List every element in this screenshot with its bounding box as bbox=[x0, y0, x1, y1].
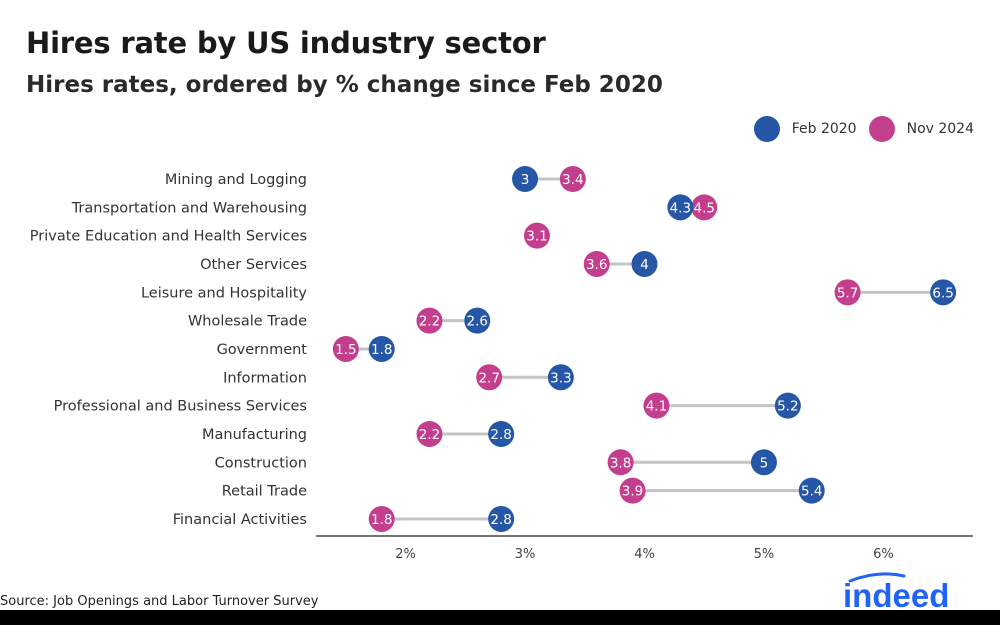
legend-swatch-feb-2020 bbox=[753, 116, 780, 142]
value-label-nov-professional-and-business-services: 4.1 bbox=[646, 399, 667, 415]
value-label-nov-leisure-and-hospitality: 5.7 bbox=[837, 285, 858, 301]
point-feb-professional-and-business-services bbox=[774, 392, 801, 419]
point-feb-leisure-and-hospitality bbox=[930, 279, 957, 306]
x-tick-label: 6% bbox=[873, 547, 894, 562]
point-nov-professional-and-business-services bbox=[643, 392, 670, 419]
value-label-feb-transportation-and-warehousing: 4.3 bbox=[670, 200, 691, 216]
category-label-information: Information bbox=[223, 370, 307, 386]
value-label-nov-retail-trade: 3.9 bbox=[622, 484, 643, 500]
footer-bar bbox=[0, 610, 1000, 625]
legend-swatch-nov-2024 bbox=[868, 116, 895, 142]
point-feb-retail-trade bbox=[798, 477, 825, 504]
value-label-feb-information: 3.3 bbox=[550, 370, 571, 386]
chart-title: Hires rate by US industry sector bbox=[26, 26, 546, 60]
value-label-nov-financial-activities: 1.8 bbox=[371, 512, 392, 528]
legend-item-nov-2024: Nov 2024 bbox=[868, 116, 974, 142]
point-nov-financial-activities bbox=[368, 505, 395, 532]
value-label-nov-government: 1.5 bbox=[335, 342, 356, 358]
point-feb-transportation-and-warehousing bbox=[667, 194, 694, 221]
category-label-financial-activities: Financial Activities bbox=[173, 512, 307, 528]
legend-item-feb-2020: Feb 2020 bbox=[753, 116, 857, 142]
value-label-nov-manufacturing: 2.2 bbox=[419, 427, 440, 443]
value-label-feb-manufacturing: 2.8 bbox=[490, 427, 511, 443]
value-label-nov-information: 2.7 bbox=[478, 370, 499, 386]
x-tick-label: 5% bbox=[754, 547, 775, 562]
category-label-manufacturing: Manufacturing bbox=[202, 427, 307, 443]
value-label-nov-wholesale-trade: 2.2 bbox=[419, 314, 440, 330]
point-nov-transportation-and-warehousing bbox=[691, 194, 718, 221]
category-label-other-services: Other Services bbox=[200, 257, 307, 273]
value-label-feb-construction: 5 bbox=[760, 455, 769, 471]
point-nov-mining-and-logging bbox=[559, 166, 586, 192]
point-nov-leisure-and-hospitality bbox=[834, 279, 861, 306]
point-nov-information bbox=[476, 364, 503, 391]
value-label-nov-private-education-and-health-services: 3.1 bbox=[526, 229, 547, 245]
indeed-logo: indeed bbox=[843, 572, 949, 612]
legend-label-feb-2020: Feb 2020 bbox=[791, 121, 857, 137]
point-nov-construction bbox=[607, 449, 634, 476]
value-label-feb-mining-and-logging: 3 bbox=[521, 172, 530, 188]
category-label-wholesale-trade: Wholesale Trade bbox=[188, 314, 307, 330]
chart-subtitle: Hires rates, ordered by % change since F… bbox=[26, 72, 663, 98]
point-nov-manufacturing bbox=[416, 420, 443, 447]
value-label-nov-mining-and-logging: 3.4 bbox=[562, 172, 583, 188]
category-label-construction: Construction bbox=[215, 455, 307, 471]
dumbbell-chart: 2% 3% 4% 5% 6% Mining and Logging 3.4 3 Transpor… bbox=[30, 166, 973, 562]
value-label-feb-financial-activities: 2.8 bbox=[490, 512, 511, 528]
value-label-nov-transportation-and-warehousing: 4.5 bbox=[693, 200, 714, 216]
category-label-transportation-and-warehousing: Transportation and Warehousing bbox=[71, 200, 307, 216]
point-feb-mining-and-logging bbox=[512, 166, 539, 192]
point-nov-other-services bbox=[583, 250, 610, 277]
value-label-nov-construction: 3.8 bbox=[610, 455, 631, 471]
point-feb-information bbox=[547, 364, 574, 391]
value-label-nov-other-services: 3.6 bbox=[586, 257, 607, 273]
point-feb-financial-activities bbox=[488, 505, 515, 532]
brand-name: indeed bbox=[843, 577, 949, 612]
point-nov-retail-trade bbox=[619, 477, 646, 504]
point-feb-wholesale-trade bbox=[464, 307, 491, 334]
point-feb-other-services bbox=[631, 250, 658, 277]
source-note: Source: Job Openings and Labor Turnover … bbox=[0, 594, 319, 609]
legend-label-nov-2024: Nov 2024 bbox=[906, 121, 974, 137]
point-nov-private-education-and-health-services bbox=[523, 222, 550, 249]
category-label-leisure-and-hospitality: Leisure and Hospitality bbox=[141, 285, 307, 301]
value-label-feb-other-services: 4 bbox=[640, 257, 649, 273]
category-label-retail-trade: Retail Trade bbox=[222, 484, 307, 500]
x-tick-label: 2% bbox=[395, 547, 416, 562]
point-feb-government bbox=[368, 335, 395, 362]
value-label-feb-government: 1.8 bbox=[371, 342, 392, 358]
value-label-feb-retail-trade: 5.4 bbox=[801, 484, 822, 500]
value-label-feb-wholesale-trade: 2.6 bbox=[467, 314, 488, 330]
category-label-government: Government bbox=[217, 342, 308, 358]
category-label-private-education-and-health-services: Private Education and Health Services bbox=[30, 229, 307, 245]
point-nov-wholesale-trade bbox=[416, 307, 443, 334]
value-label-feb-professional-and-business-services: 5.2 bbox=[777, 399, 798, 415]
x-tick-label: 3% bbox=[515, 547, 536, 562]
x-tick-label: 4% bbox=[634, 547, 655, 562]
category-label-professional-and-business-services: Professional and Business Services bbox=[54, 399, 307, 415]
point-feb-construction bbox=[750, 449, 777, 476]
point-nov-government bbox=[332, 335, 359, 362]
category-label-mining-and-logging: Mining and Logging bbox=[165, 172, 307, 188]
legend: Feb 2020 Nov 2024 bbox=[742, 116, 974, 142]
value-label-feb-leisure-and-hospitality: 6.5 bbox=[932, 285, 953, 301]
point-feb-manufacturing bbox=[488, 420, 515, 447]
